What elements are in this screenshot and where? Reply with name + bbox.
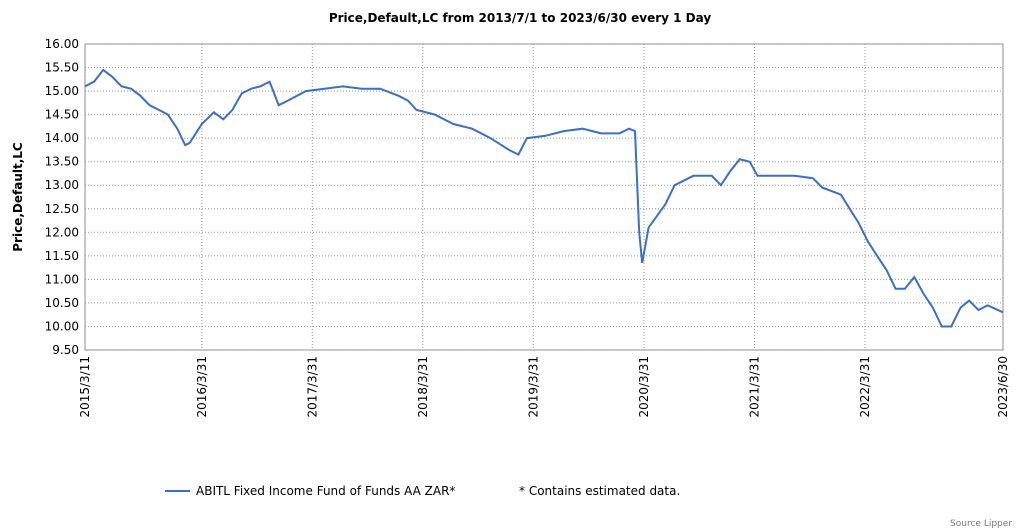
y-tick-label: 15.50 xyxy=(45,61,79,75)
x-tick-label: 2021/3/31 xyxy=(748,356,762,418)
y-tick-label: 15.00 xyxy=(45,84,79,98)
y-tick-label: 11.50 xyxy=(45,249,79,263)
y-axis-label: Price,Default,LC xyxy=(11,142,25,252)
note: * Contains estimated data. xyxy=(519,484,680,498)
x-tick-label: 2015/3/11 xyxy=(78,356,92,418)
x-tick-label: 2016/3/31 xyxy=(195,356,209,418)
y-tick-label: 10.00 xyxy=(45,319,79,333)
x-tick-label: 2022/3/31 xyxy=(858,356,872,418)
y-tick-label: 14.50 xyxy=(45,108,79,122)
legend-label: ABITL Fixed Income Fund of Funds AA ZAR* xyxy=(196,484,455,498)
x-tick-label: 2018/3/31 xyxy=(416,356,430,418)
y-tick-label: 12.50 xyxy=(45,202,79,216)
y-tick-label: 12.00 xyxy=(45,225,79,239)
y-tick-label: 13.00 xyxy=(45,178,79,192)
series-line xyxy=(84,68,1004,328)
y-tick-label: 16.00 xyxy=(45,37,79,51)
x-tick-label: 2023/6/30 xyxy=(996,356,1010,418)
source: Source Lipper xyxy=(950,519,1012,529)
y-tick-label: 11.00 xyxy=(45,272,79,286)
x-tick-label: 2017/3/31 xyxy=(305,356,319,418)
y-tick-label: 10.50 xyxy=(45,296,79,310)
x-tick-label: 2020/3/31 xyxy=(637,356,651,418)
x-tick-label: 2019/3/31 xyxy=(526,356,540,418)
y-tick-label: 14.00 xyxy=(45,131,79,145)
y-tick-label: 9.50 xyxy=(52,343,79,357)
y-tick-label: 13.50 xyxy=(45,155,79,169)
chart-title: Price,Default,LC from 2013/7/1 to 2023/6… xyxy=(329,11,712,25)
